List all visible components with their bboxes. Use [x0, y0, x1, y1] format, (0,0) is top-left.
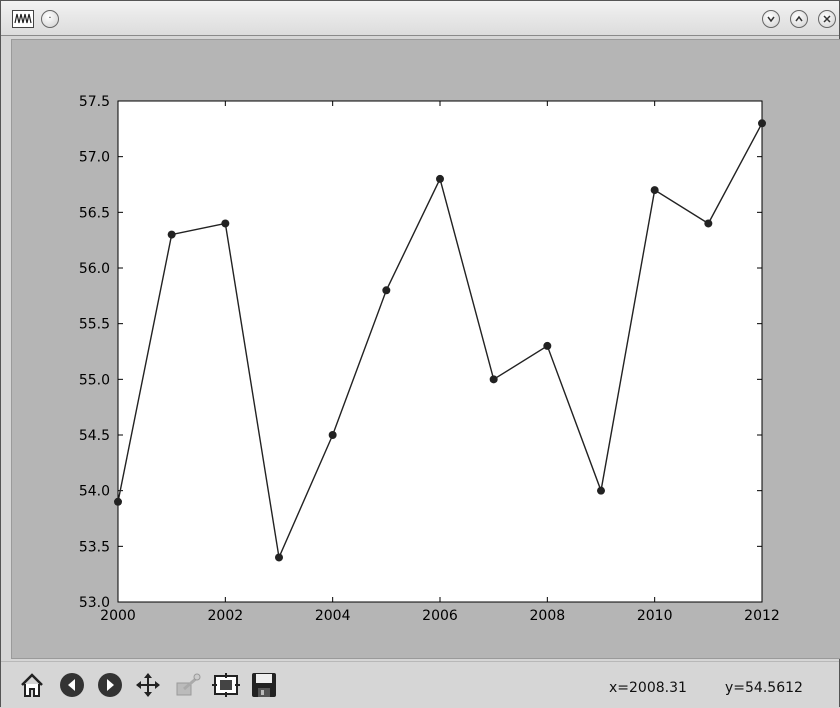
x-tick-label: 2012 [744, 608, 780, 624]
line-chart[interactable]: 53.0 53.5 54.0 54.5 55.0 55.5 56.0 56.5 57.0 57.5… [12, 40, 840, 658]
window-menu-icon[interactable]: · [41, 10, 59, 28]
minimize-icon[interactable] [762, 10, 780, 28]
close-icon[interactable] [818, 10, 836, 28]
cursor-x-readout: x=2008.31 [609, 680, 687, 696]
x-tick-label: 2002 [208, 608, 244, 624]
y-tick-label: 54.5 [79, 428, 110, 444]
data-point [221, 219, 230, 228]
data-point [704, 219, 713, 228]
navigation-toolbar: x=2008.31 y=54.5612 [1, 661, 839, 708]
data-point [382, 286, 391, 295]
data-point [328, 431, 337, 439]
pan-icon[interactable] [133, 670, 163, 700]
data-point [114, 497, 122, 506]
subplots-icon[interactable] [211, 670, 241, 700]
y-tick-label: 53.0 [79, 595, 110, 611]
back-icon[interactable] [57, 670, 87, 700]
y-tick-label: 55.0 [79, 372, 110, 388]
x-tick-label: 2000 [100, 608, 136, 624]
data-point [167, 230, 176, 239]
data-point [650, 186, 659, 195]
x-tick-label: 2006 [422, 608, 458, 624]
y-tick-label: 56.0 [79, 261, 110, 277]
x-tick-label: 2004 [315, 608, 351, 624]
app-icon[interactable] [12, 10, 34, 28]
x-tick-label: 2008 [530, 608, 566, 624]
data-point [489, 375, 498, 384]
zoom-icon[interactable] [173, 670, 203, 700]
forward-icon[interactable] [95, 670, 125, 700]
title-bar[interactable]: · [1, 1, 839, 36]
y-tick-label: 55.5 [79, 317, 110, 333]
save-icon[interactable] [249, 670, 279, 700]
home-icon[interactable] [17, 670, 47, 700]
maximize-icon[interactable] [790, 10, 808, 28]
y-tick-label: 56.5 [79, 205, 110, 221]
x-tick-label: 2010 [637, 608, 673, 624]
figure-canvas[interactable]: 53.0 53.5 54.0 54.5 55.0 55.5 56.0 56.5 57.0 57.5… [11, 39, 840, 659]
data-point [597, 486, 605, 495]
cursor-y-readout: y=54.5612 [725, 680, 803, 696]
y-tick-label: 57.5 [79, 94, 110, 110]
y-tick-label: 53.5 [79, 539, 110, 555]
data-point [436, 174, 444, 183]
data-point [543, 341, 552, 350]
y-tick-label: 57.0 [79, 150, 110, 166]
y-tick-label: 54.0 [79, 484, 110, 500]
plot-area [117, 100, 763, 603]
data-point [758, 119, 766, 128]
data-point [275, 553, 283, 562]
